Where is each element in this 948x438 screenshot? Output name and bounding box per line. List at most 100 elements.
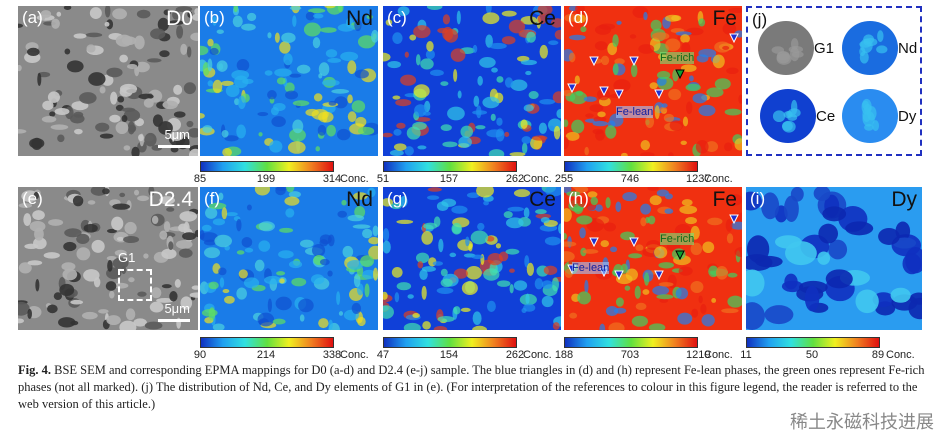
texture (48, 219, 64, 226)
texture (496, 117, 503, 126)
texture (221, 129, 229, 138)
texture (433, 325, 448, 330)
texture (472, 44, 478, 53)
texture (258, 240, 271, 252)
texture (715, 266, 728, 280)
texture (355, 116, 367, 127)
texture (200, 232, 218, 242)
texture (855, 289, 879, 314)
texture (285, 208, 295, 218)
texture (357, 316, 366, 327)
texture (285, 90, 299, 100)
texture (475, 125, 486, 130)
texture (313, 13, 324, 19)
texture (312, 37, 321, 49)
texture (208, 307, 216, 321)
texture (387, 60, 402, 69)
region-label: G1 (118, 250, 136, 265)
texture (131, 146, 140, 156)
texture (238, 269, 248, 279)
texture (18, 64, 22, 72)
texture (471, 254, 484, 260)
texture (727, 295, 742, 308)
texture (664, 193, 673, 200)
texture (220, 80, 234, 86)
texture (576, 215, 593, 225)
texture (143, 98, 154, 108)
texture (571, 119, 585, 134)
texture (115, 34, 133, 47)
texture (392, 95, 401, 100)
texture (258, 221, 275, 232)
texture (274, 32, 280, 43)
texture (27, 47, 40, 57)
texture (276, 77, 286, 85)
texture (212, 16, 217, 26)
texture (89, 7, 102, 19)
texture (404, 146, 414, 156)
texture (564, 119, 569, 128)
texture (652, 285, 670, 296)
texture (549, 125, 554, 131)
texture (817, 251, 831, 265)
fe-rich-label: Fe-rich (660, 52, 695, 64)
texture (543, 265, 558, 276)
texture (236, 250, 245, 255)
colorbar (564, 161, 698, 172)
texture (298, 298, 314, 313)
texture (479, 56, 496, 68)
texture (143, 253, 149, 259)
element-label: Ce (816, 108, 836, 125)
texture (163, 221, 171, 233)
texture (442, 14, 451, 25)
texture (133, 189, 140, 196)
texture (107, 260, 113, 272)
texture (64, 48, 71, 55)
texture (110, 91, 118, 105)
texture (112, 203, 130, 210)
fe-rich-marker (675, 69, 685, 80)
panel-title: Ce (529, 7, 556, 30)
panel-image (746, 187, 922, 330)
colorbar-tick-label: 188 (554, 349, 574, 361)
fe-lean-marker (614, 270, 624, 281)
texture (669, 120, 684, 131)
texture (878, 228, 900, 245)
panel-title: Ce (529, 188, 556, 211)
texture (440, 81, 449, 87)
texture (863, 37, 878, 47)
texture (647, 187, 659, 191)
texture (510, 79, 528, 91)
texture (776, 51, 791, 64)
texture (133, 318, 147, 327)
texture (112, 257, 129, 269)
colorbar-unit: Conc. (523, 349, 552, 361)
texture (574, 75, 580, 85)
panel-image (564, 6, 742, 156)
texture (284, 196, 300, 206)
texture (109, 114, 121, 123)
texture (523, 104, 534, 112)
texture (622, 192, 637, 202)
texture (296, 64, 311, 74)
texture (813, 187, 831, 202)
panel-title: Dy (891, 188, 917, 211)
texture (705, 141, 719, 152)
texture (603, 222, 617, 232)
texture (138, 93, 154, 100)
texture (525, 70, 532, 76)
texture (678, 266, 693, 276)
texture (340, 51, 359, 62)
texture (353, 273, 361, 288)
colorbar-tick-label: 47 (376, 349, 390, 361)
texture (438, 238, 444, 253)
texture (383, 240, 391, 254)
texture (788, 108, 801, 118)
texture (558, 223, 561, 234)
texture (701, 314, 715, 327)
texture (589, 104, 604, 112)
texture (722, 22, 737, 35)
texture (553, 125, 561, 140)
texture (413, 84, 430, 98)
colorbar-tick-label: 85 (193, 173, 207, 185)
